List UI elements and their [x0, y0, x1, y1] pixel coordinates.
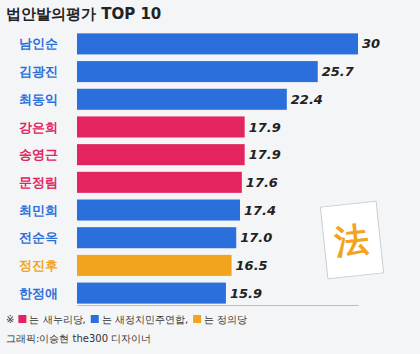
bars [77, 33, 358, 303]
x-axis [78, 305, 359, 306]
bar [77, 89, 287, 110]
category-label: 최동익 [19, 92, 58, 107]
data-label: 16.5 [236, 258, 268, 273]
data-label: 15.9 [230, 286, 262, 301]
credit: 그래픽:이승현 the300 디자이너 [6, 333, 151, 344]
bar [77, 116, 245, 137]
data-label: 22.4 [291, 92, 323, 107]
category-label: 송영근 [19, 147, 58, 162]
data-label: 17.9 [249, 120, 281, 135]
footnote-label: 는 새정치민주연합, [102, 314, 188, 325]
annotation: 法 [332, 218, 371, 261]
bar [77, 200, 240, 221]
bar [77, 172, 242, 193]
data-label: 17.4 [244, 203, 276, 218]
bar [77, 255, 232, 276]
footnote-swatch [18, 315, 26, 323]
category-label: 정진후 [19, 258, 58, 273]
category-labels: 남인순김광진최동익강은희송영근문정림최민희전순옥정진후한정애 [19, 36, 58, 300]
category-label: 문정림 [19, 175, 58, 190]
category-label: 김광진 [19, 64, 58, 79]
data-labels: 30 25.7 22.4 17.9 17.9 17.6 17.4 17.0 16.5 15.9 [230, 36, 380, 300]
bar [77, 61, 318, 82]
footnote: ※ 는 새누리당, 는 새정치민주연합, 는 정의당 [6, 314, 247, 325]
footnote-swatch [91, 315, 99, 323]
category-label: 남인순 [19, 36, 58, 51]
bar [77, 33, 358, 54]
category-label: 최민희 [19, 203, 58, 218]
data-label: 17.0 [240, 230, 272, 245]
title: 법안발의평가 TOP 10 [6, 5, 161, 23]
category-label: 한정애 [19, 286, 58, 301]
x-axis-line [78, 305, 359, 306]
footnote-prefix: ※ [6, 314, 14, 325]
bar [77, 283, 226, 304]
background [0, 0, 420, 354]
footnote-swatch [193, 315, 201, 323]
footnote-label: 는 새누리당, [29, 314, 85, 325]
card [320, 201, 383, 278]
category-label: 강은희 [19, 120, 58, 135]
footnote-label: 는 정의당 [204, 314, 247, 325]
data-label: 17.6 [246, 175, 278, 190]
data-label: 25.7 [322, 64, 355, 79]
bar [77, 227, 236, 248]
bar [77, 144, 245, 165]
chart: 법안발의평가 TOP 10 法 남인순김광진최동익강은희송영근문정림최민희전순옥정진… [0, 0, 420, 354]
category-label: 전순옥 [19, 230, 58, 245]
data-label: 17.9 [249, 147, 281, 162]
data-label: 30 [362, 36, 380, 51]
annotation-card: 法 [320, 201, 383, 278]
